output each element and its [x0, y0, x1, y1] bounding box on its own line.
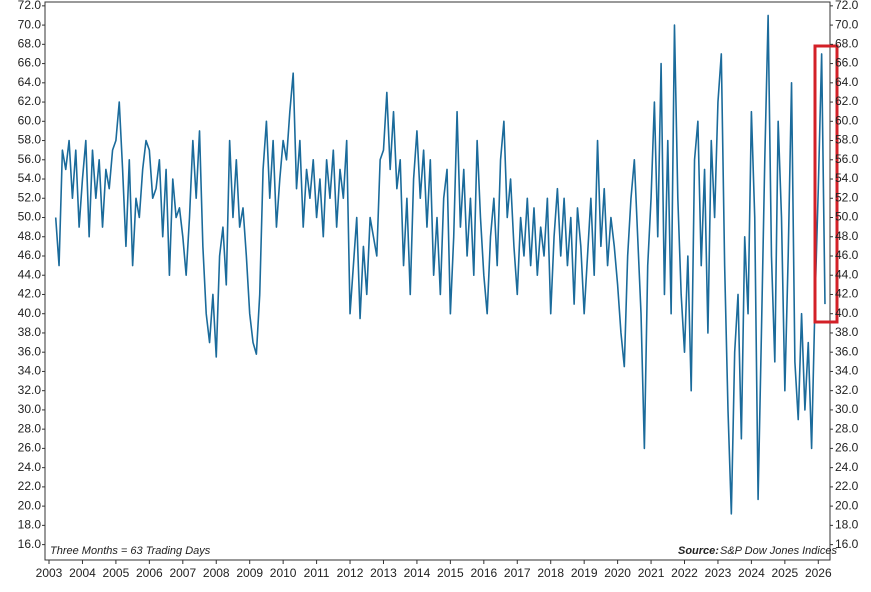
y2-tick-label: 62.0	[835, 94, 859, 108]
y2-tick-label: 58.0	[835, 133, 859, 147]
y-tick-label: 54.0	[18, 171, 42, 185]
x-tick-label: 2009	[236, 566, 263, 580]
x-tick-label: 2013	[370, 566, 397, 580]
x-tick-label: 2016	[470, 566, 497, 580]
y-tick-label: 26.0	[18, 441, 42, 455]
x-tick-label: 2025	[771, 566, 798, 580]
y2-tick-label: 66.0	[835, 56, 859, 70]
y-tick-label: 64.0	[18, 75, 42, 89]
x-tick-label: 2008	[203, 566, 230, 580]
x-tick-label: 2019	[571, 566, 598, 580]
y-tick-label: 56.0	[18, 152, 42, 166]
x-tick-label: 2005	[103, 566, 130, 580]
y2-tick-label: 32.0	[835, 383, 859, 397]
y-tick-label: 60.0	[18, 113, 42, 127]
x-tick-label: 2012	[337, 566, 364, 580]
y2-tick-label: 64.0	[835, 75, 859, 89]
y-tick-label: 20.0	[18, 498, 42, 512]
x-tick-label: 2021	[638, 566, 665, 580]
y2-tick-label: 70.0	[835, 17, 859, 31]
y2-tick-label: 16.0	[835, 537, 859, 551]
y2-tick-label: 18.0	[835, 518, 859, 532]
x-tick-label: 2015	[437, 566, 464, 580]
x-tick-label: 2024	[738, 566, 765, 580]
highlight-box	[813, 44, 839, 324]
y-tick-label: 52.0	[18, 190, 42, 204]
y2-tick-label: 44.0	[835, 267, 859, 281]
y-tick-label: 70.0	[18, 17, 42, 31]
y-tick-label: 66.0	[18, 56, 42, 70]
x-tick-label: 2007	[169, 566, 196, 580]
x-tick-label: 2011	[304, 566, 330, 580]
y-tick-label: 38.0	[18, 325, 42, 339]
y-tick-label: 30.0	[18, 402, 42, 416]
x-tick-label: 2010	[270, 566, 297, 580]
x-tick-label: 2003	[36, 566, 63, 580]
source: S&P Dow Jones Indices	[720, 545, 837, 557]
y-tick-label: 18.0	[18, 518, 42, 532]
y-tick-label: 50.0	[18, 210, 42, 224]
y-tick-label: 48.0	[18, 229, 42, 243]
x-tick-label: 2018	[537, 566, 564, 580]
y2-tick-label: 48.0	[835, 229, 859, 243]
y-tick-label: 36.0	[18, 344, 42, 358]
y2-tick-label: 46.0	[835, 248, 859, 262]
y2-tick-label: 68.0	[835, 37, 859, 51]
y2-tick-label: 72.0	[835, 0, 859, 12]
x-tick-label: 2023	[705, 566, 732, 580]
x-tick-label: 2014	[404, 566, 431, 580]
x-tick-label: 2017	[504, 566, 531, 580]
y2-tick-label: 26.0	[835, 441, 859, 455]
y2-tick-label: 38.0	[835, 325, 859, 339]
x-tick-label: 2026	[805, 566, 832, 580]
y2-tick-label: 40.0	[835, 306, 859, 320]
y2-tick-label: 52.0	[835, 190, 859, 204]
y-tick-label: 16.0	[18, 537, 42, 551]
source-label: Source:	[678, 545, 719, 557]
y2-tick-label: 20.0	[835, 498, 859, 512]
data-line	[54, 14, 826, 515]
x-tick-label: 2022	[671, 566, 698, 580]
y-tick-label: 28.0	[18, 421, 42, 435]
y2-tick-label: 36.0	[835, 344, 859, 358]
x-tick-label: 2020	[604, 566, 631, 580]
y-tick-label: 24.0	[18, 460, 42, 474]
y-tick-label: 62.0	[18, 94, 42, 108]
y-tick-label: 22.0	[18, 479, 42, 493]
y-tick-label: 42.0	[18, 287, 42, 301]
y2-tick-label: 24.0	[835, 460, 859, 474]
y-tick-label: 44.0	[18, 267, 42, 281]
y2-tick-label: 60.0	[835, 113, 859, 127]
y2-tick-label: 22.0	[835, 479, 859, 493]
y-tick-label: 58.0	[18, 133, 42, 147]
y2-tick-label: 50.0	[835, 210, 859, 224]
y-tick-label: 32.0	[18, 383, 42, 397]
y2-tick-label: 30.0	[835, 402, 859, 416]
y-tick-label: 40.0	[18, 306, 42, 320]
y2-tick-label: 34.0	[835, 364, 859, 378]
y-tick-label: 46.0	[18, 248, 42, 262]
y2-tick-label: 42.0	[835, 287, 859, 301]
annotation: Three Months = 63 Trading Days	[50, 545, 211, 557]
y2-tick-label: 56.0	[835, 152, 859, 166]
y-tick-label: 68.0	[18, 37, 42, 51]
x-tick-label: 2004	[69, 566, 96, 580]
y2-tick-label: 28.0	[835, 421, 859, 435]
y-tick-label: 34.0	[18, 364, 42, 378]
plot-frame	[44, 1, 831, 561]
y2-tick-label: 54.0	[835, 171, 859, 185]
x-tick-label: 2006	[136, 566, 163, 580]
y-tick-label: 72.0	[18, 0, 42, 12]
